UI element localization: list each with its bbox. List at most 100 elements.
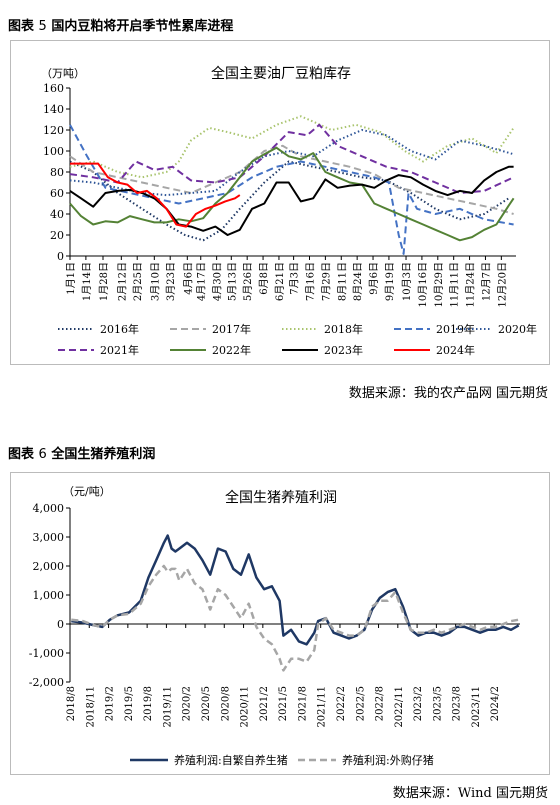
figure6-x-tick-label: 2022/8 — [375, 686, 386, 721]
figure5-x-tick-label: 5月26日 — [242, 262, 254, 301]
figure5-series-line-4 — [69, 124, 514, 255]
figure5-x-tick-label: 1月14日 — [81, 262, 93, 301]
figure6-x-tick-label: 2020/5 — [201, 686, 212, 721]
figure6-x-tick-label: 2021/11 — [317, 686, 328, 728]
figure5-x-tick-label: 4月30日 — [212, 262, 224, 301]
figure6-series-line-2 — [71, 564, 519, 672]
figure6-x-tick-label: 2023/8 — [452, 686, 463, 721]
figure5-x-tick-label: 10月3日 — [401, 262, 413, 301]
figure6-y-tick-label: 0 — [57, 618, 64, 631]
figure5-x-tick-label: 2月25日 — [132, 262, 144, 301]
figure6-series-line-1 — [71, 534, 520, 646]
figure6-legend-label-1: 养殖利润:自繁自养生猪 — [174, 753, 288, 767]
figure5-legend-label-9: 2024年 — [436, 343, 475, 357]
figure5-x-tick-label: 10月29日 — [433, 262, 445, 307]
figure6-x-tick-label: 2019/5 — [124, 686, 135, 721]
figure5-x-tick-label: 5月13日 — [226, 262, 238, 301]
figure6-unit-label: （元/吨） — [63, 485, 111, 498]
figure5-x-tick-label: 4月6日 — [182, 262, 194, 295]
figure5-series-line-9 — [70, 162, 241, 228]
figure5-x-tick-label: 1月28日 — [98, 262, 110, 301]
figure6-x-tick-label: 2021/2 — [259, 686, 270, 721]
figure5-number: 5 — [38, 19, 47, 34]
figure5-x-tick-label: 12月7日 — [480, 262, 492, 301]
figure5-y-tick-label: 160 — [43, 82, 64, 95]
figure5-legend-label-5: 2020年 — [498, 322, 537, 336]
figure6-chart-frame: 全国生猪养殖利润 （元/吨） — [10, 472, 550, 775]
figure5-label: 图表 — [8, 19, 35, 34]
figure5-heading: 图表 5 国内豆粕将开启季节性累库进程 — [8, 15, 233, 34]
figure5-x-tick-label: 11月11日 — [449, 262, 461, 307]
figure5-legend-label-8: 2023年 — [324, 343, 363, 357]
figure5-source: 数据来源：我的农产品网 国元期货 — [348, 386, 548, 401]
figure5-caption: 国内豆粕将开启季节性累库进程 — [51, 19, 234, 34]
figure5-x-tick-label: 3月10日 — [149, 262, 161, 301]
figure6-x-tick-label: 2019/8 — [143, 686, 154, 721]
figure5-x-tick-label: 6月8日 — [258, 262, 270, 295]
figure6-x-tick-label: 2023/5 — [432, 686, 443, 721]
figure5-x-tick-label: 10月16日 — [417, 262, 429, 307]
figure6-y-tick-label: -2,000 — [29, 676, 64, 689]
figure6-x-tick-label: 2024/2 — [490, 686, 501, 721]
figure5-legend-label-4: 2019年 — [436, 322, 475, 336]
figure6-x-tick-label: 2020/2 — [182, 686, 193, 721]
figure6-x-tick-label: 2023/11 — [471, 686, 482, 728]
figure5-legend-label-1: 2016年 — [100, 322, 139, 336]
figure5-series-line-7 — [69, 146, 515, 242]
figure5-x-tick-label: 7月3日 — [289, 262, 301, 295]
figure5-x-tick-label: 11月24日 — [465, 262, 477, 307]
figure5-chart-frame: 全国主要油厂豆粕库存 （万吨） — [10, 40, 550, 365]
figure5-series-line-3 — [69, 115, 515, 179]
figure5-y-tick-label: 60 — [50, 187, 64, 200]
figure6-x-tick-label: 2022/5 — [355, 686, 366, 721]
figure5-x-tick-label: 12月20日 — [496, 262, 508, 307]
figure6-y-tick-label: 1,000 — [33, 589, 65, 602]
figure5-unit-label: （万吨） — [41, 67, 85, 80]
figure6-source: 数据来源：Wind 国元期货 — [392, 786, 548, 801]
figure6-x-tick-label: 2019/11 — [162, 686, 173, 728]
figure5-y-tick-label: 20 — [50, 229, 64, 242]
figure5-x-tick-label: 1月1日 — [65, 262, 77, 295]
figure5-y-tick-label: 0 — [57, 250, 64, 263]
figure5-x-tick-label: 7月16日 — [304, 262, 316, 301]
figure6-chart-title: 全国生猪养殖利润 — [225, 490, 337, 506]
figure5-x-tick-label: 3月23日 — [165, 262, 177, 301]
figure6-heading: 图表 6 全国生猪养殖利润 — [8, 443, 155, 462]
figure5-chart-title: 全国主要油厂豆粕库存 — [211, 66, 351, 82]
figure5-y-tick-label: 80 — [50, 166, 64, 179]
figure5-legend-label-6: 2021年 — [100, 343, 139, 357]
figure6-x-tick-label: 2021/5 — [278, 686, 289, 721]
figure5-y-tick-label: 140 — [43, 103, 64, 116]
figure6-chart: -2,000 -1,000 0 1,000 2,000 3,000 4,000 2018/8 2… — [29, 502, 520, 767]
figure5-series-line-1 — [69, 160, 510, 242]
figure5-x-tick-label: 9月19日 — [384, 262, 396, 301]
figure6-label: 图表 — [8, 447, 35, 462]
figure6-x-tick-label: 2022/2 — [336, 686, 347, 721]
figure5-legend-label-3: 2018年 — [324, 322, 363, 336]
figure6-x-tick-label: 2023/2 — [413, 686, 424, 721]
figure6-x-tick-label: 2018/11 — [85, 686, 96, 728]
figure6-x-tick-label: 2020/8 — [220, 686, 231, 721]
figure5-x-tick-label: 7月29日 — [320, 262, 332, 301]
figure6-x-tick-label: 2018/8 — [66, 686, 77, 721]
figure5-x-tick-label: 2月12日 — [116, 262, 128, 301]
figure5-y-tick-label: 100 — [43, 145, 64, 158]
figure5-x-tick-label: 4月17日 — [196, 262, 208, 301]
figure5-series-line-6 — [69, 123, 515, 194]
figure6-x-tick-label: 2020/11 — [240, 686, 251, 728]
figure6-x-tick-label: 2019/2 — [105, 686, 116, 721]
figure5-legend-label-2: 2017年 — [212, 322, 251, 336]
figure6-x-tick-label: 2021/8 — [297, 686, 308, 721]
figure6-y-tick-label: 4,000 — [33, 502, 65, 515]
figure5-x-tick-label: 9月6日 — [368, 262, 380, 295]
figure5-series-line-8 — [69, 165, 514, 236]
figure5-x-tick-label: 6月21日 — [274, 262, 286, 301]
figure5-legend-label-7: 2022年 — [212, 343, 251, 357]
figure5-chart: 0 20 40 60 80 100 120 140 160 1月1日 1月14日 1月28日 2月12日… — [43, 82, 537, 357]
figure5-y-tick-label: 40 — [50, 208, 64, 221]
figure5-series-line-2 — [69, 144, 514, 215]
figure5-x-tick-label: 8月11日 — [336, 262, 348, 301]
figure5-x-tick-label: 8月24日 — [352, 262, 364, 301]
figure6-legend-label-2: 养殖利润:外购仔猪 — [342, 753, 434, 767]
figure6-x-tick-label: 2022/11 — [394, 686, 405, 728]
